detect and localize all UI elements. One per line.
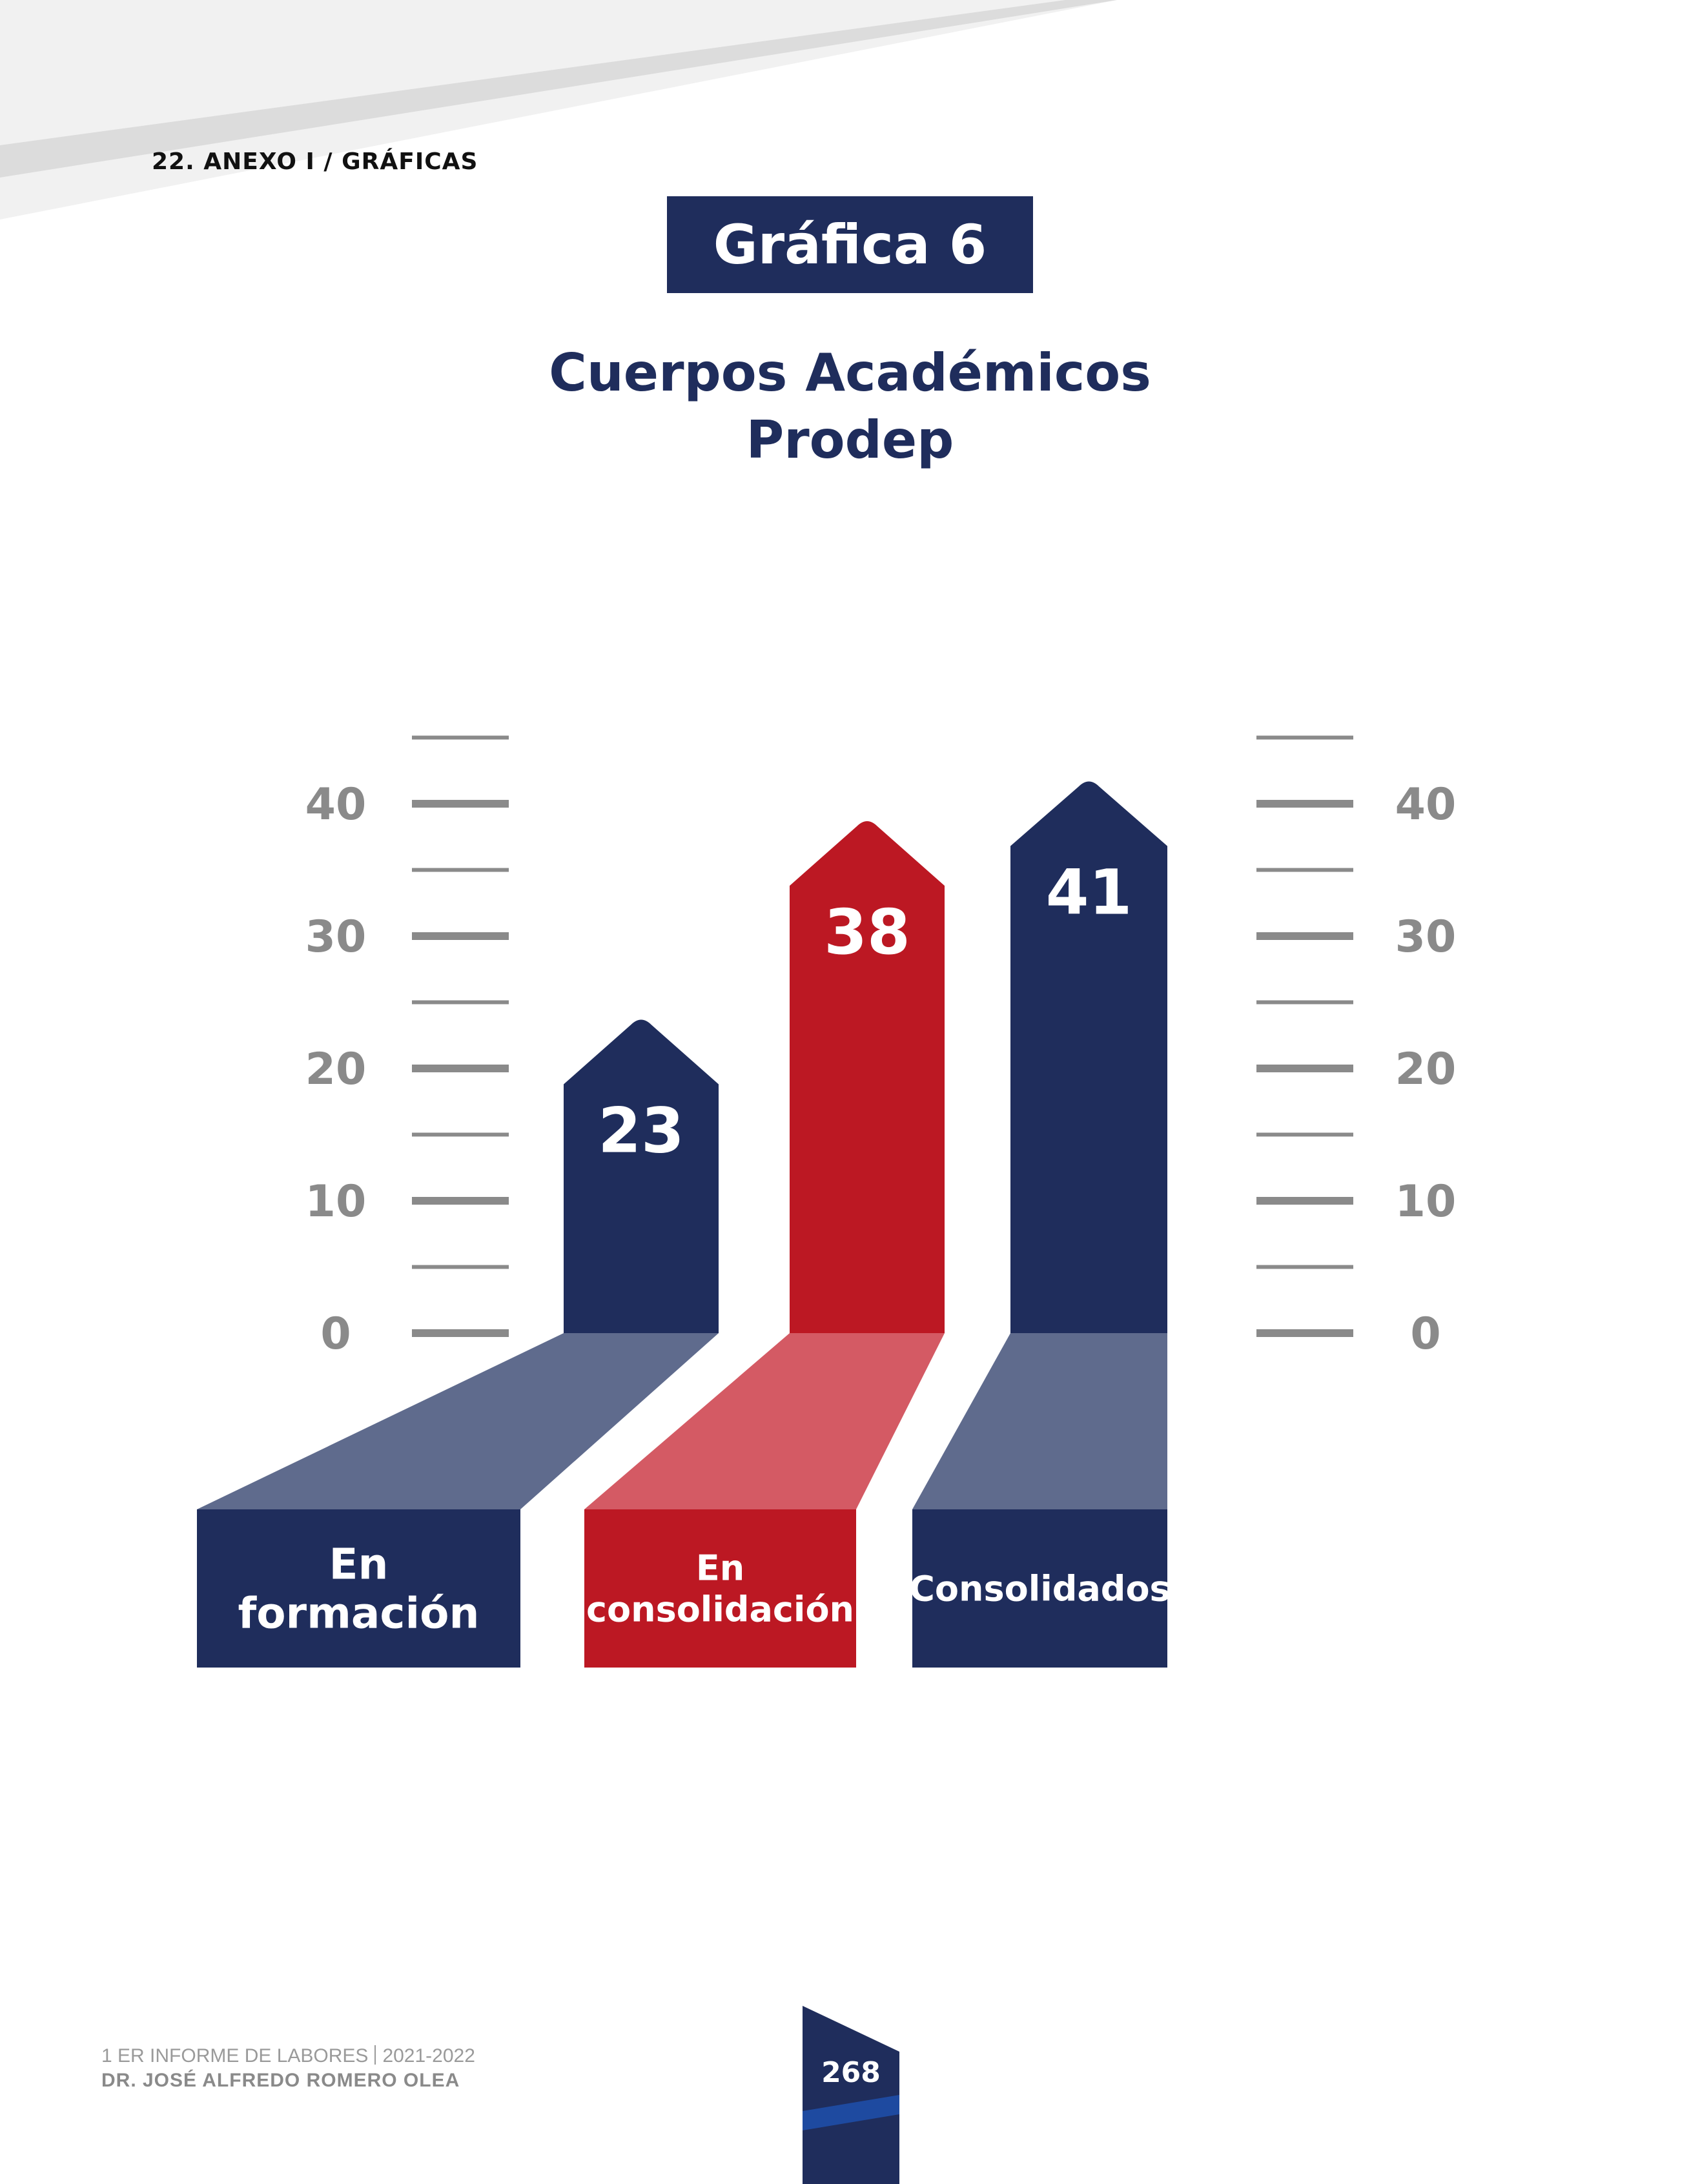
category-label-2: En: [696, 1547, 744, 1588]
category-label-1: En: [329, 1540, 388, 1589]
left-axis-tick-label: 10: [305, 1176, 367, 1227]
bar-base-3: [912, 1333, 1167, 1509]
page-number: 268: [821, 2056, 881, 2089]
corner-decoration-stripe: [0, 0, 1117, 178]
chart-title-text: Gráfica 6: [713, 213, 987, 276]
left-axis-tick-label: 0: [320, 1309, 351, 1360]
category-box-3: [912, 1509, 1167, 1668]
right-axis-tick-label: 10: [1395, 1176, 1457, 1227]
right-axis-tick-label: 20: [1395, 1044, 1457, 1095]
bar-base-2: [584, 1333, 945, 1509]
category-box-2: [584, 1509, 856, 1668]
right-axis-tick-label: 40: [1395, 779, 1457, 830]
chart-subtitle-line-2: Prodep: [746, 410, 954, 470]
category-label-2: consolidación: [586, 1589, 854, 1629]
bar-value-label-1: 23: [598, 1095, 684, 1167]
left-axis-tick-label: 40: [305, 779, 367, 830]
category-label-1: formación: [238, 1589, 480, 1638]
bar-2: [790, 821, 945, 1333]
bar-value-label-2: 38: [824, 896, 910, 968]
page-number-accent: [803, 2095, 899, 2130]
category-label-3: Consolidados: [909, 1568, 1170, 1609]
footer-report-line: 1 ER INFORME DE LABORES 2021-2022: [101, 2045, 475, 2067]
chart-subtitle-line-1: Cuerpos Académicos: [549, 343, 1151, 403]
footer-report: 1 ER INFORME DE LABORES: [101, 2045, 369, 2067]
footer-years: 2021-2022: [382, 2045, 475, 2067]
right-axis-tick-label: 30: [1395, 912, 1457, 963]
bar-value-label-3: 41: [1046, 857, 1132, 929]
left-axis-tick-label: 30: [305, 912, 367, 963]
bar-base-1: [197, 1333, 719, 1509]
category-box-1: [197, 1509, 520, 1668]
footer-separator: [374, 2045, 376, 2065]
corner-decoration-light: [0, 0, 1117, 219]
section-label: 22. ANEXO I / GRÁFICAS: [152, 148, 478, 175]
chart-title-badge: Gráfica 6: [667, 196, 1033, 293]
page-number-tab: [803, 2006, 899, 2184]
bar-3: [1010, 781, 1167, 1333]
bar-1: [564, 1019, 719, 1333]
left-axis-tick-label: 20: [305, 1044, 367, 1095]
footer-author: DR. JOSÉ ALFREDO ROMERO OLEA: [101, 2070, 460, 2091]
right-axis-tick-label: 0: [1410, 1309, 1440, 1360]
